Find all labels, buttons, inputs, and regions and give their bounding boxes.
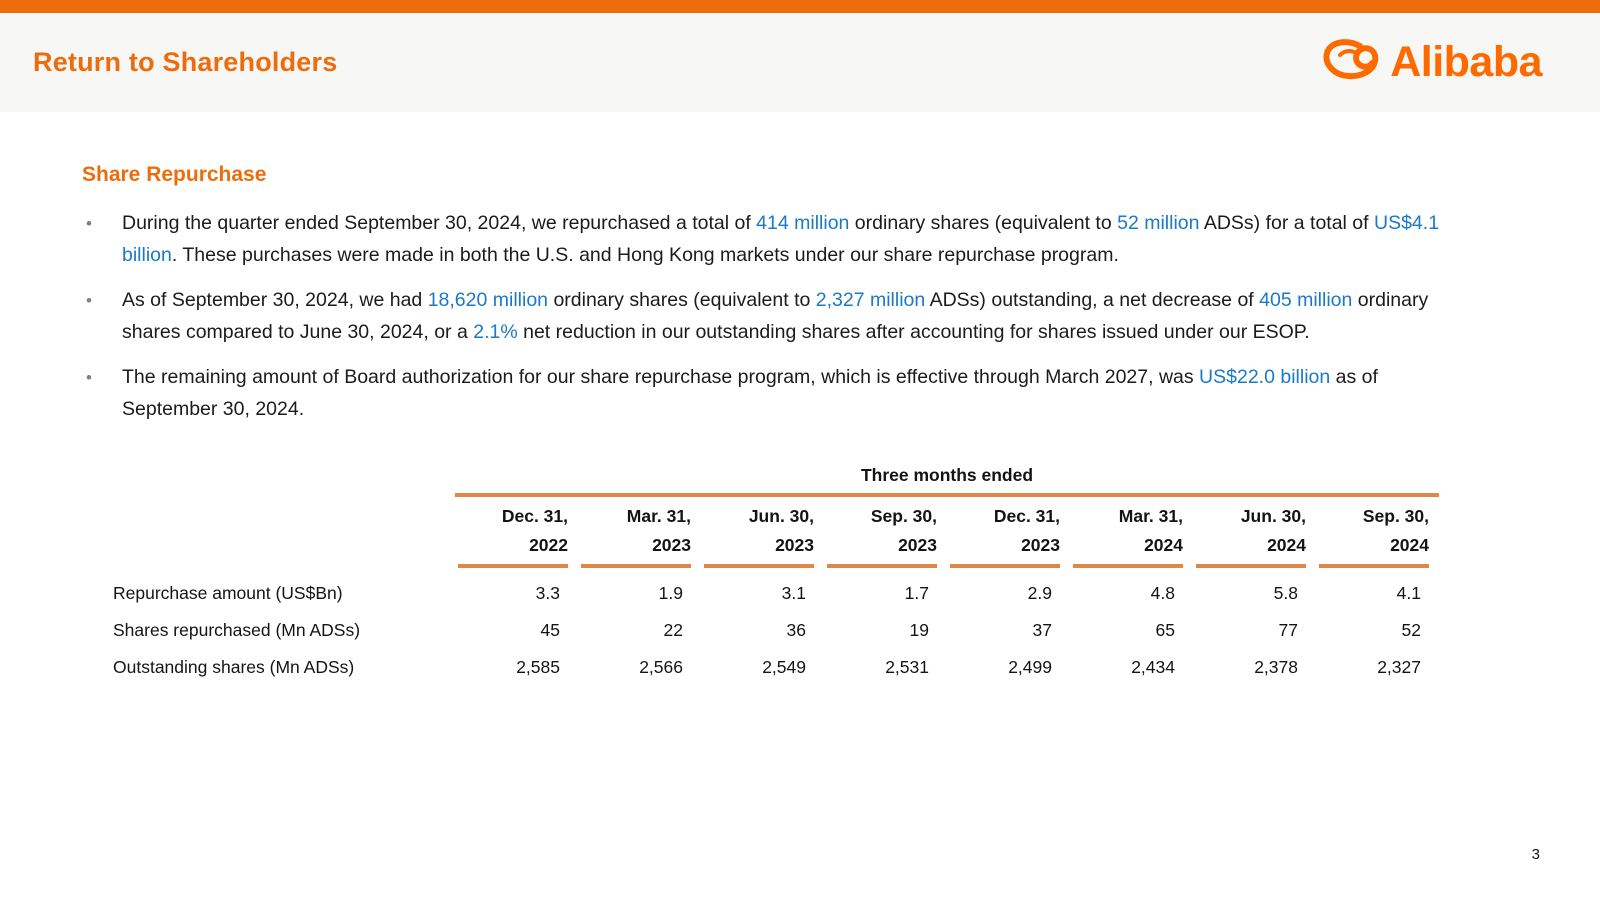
table-value: 2,549 — [762, 657, 806, 677]
column-rule — [581, 564, 691, 568]
column-rule-cell — [947, 564, 1070, 568]
bullet-text: as of September 30, 2024. — [122, 366, 1378, 420]
table-value: 37 — [1032, 620, 1052, 640]
bullet-list: During the quarter ended September 30, 2… — [82, 208, 1472, 425]
column-header: Jun. 30, 2023 — [748, 506, 814, 555]
table-top-rule — [455, 493, 1439, 497]
slide-header: Return to Shareholders Alibaba — [0, 13, 1600, 112]
table-value: 2,499 — [1008, 657, 1052, 677]
alibaba-smiley-icon — [1320, 38, 1384, 88]
bullet-item: During the quarter ended September 30, 2… — [82, 208, 1472, 271]
table-value: 2,434 — [1131, 657, 1175, 677]
column-rule — [1196, 564, 1306, 568]
table-value: 2,327 — [1377, 657, 1421, 677]
section-heading: Share Repurchase — [82, 163, 267, 186]
table-value: 4.8 — [1150, 583, 1175, 603]
page-number: 3 — [1531, 846, 1540, 863]
column-rule — [1319, 564, 1429, 568]
table-value: 45 — [540, 620, 560, 640]
table-value: 1.9 — [658, 583, 683, 603]
share-repurchase-table: Three months ended Dec. 31, 2022 Mar. 31, … — [113, 465, 1540, 686]
highlighted-figure: 2,327 million — [815, 289, 926, 311]
table-caption: Three months ended — [860, 465, 1034, 485]
table-value: 3.1 — [781, 583, 806, 603]
column-rule — [704, 564, 814, 568]
alibaba-logo-text: Alibaba — [1390, 38, 1542, 86]
table-value: 2.9 — [1027, 583, 1052, 603]
table-value: 52 — [1401, 620, 1421, 640]
column-header: Dec. 31, 2022 — [501, 506, 568, 555]
table-value: 2,378 — [1254, 657, 1298, 677]
bullet-text: ADSs) for a total of — [1199, 212, 1374, 234]
highlighted-figure: 2.1% — [473, 320, 518, 343]
column-rule — [827, 564, 937, 568]
table-value: 77 — [1278, 620, 1298, 640]
top-accent-bar — [0, 0, 1600, 13]
table-value: 2,585 — [516, 657, 560, 677]
bullet-text: net reduction in our outstanding shares … — [517, 320, 1310, 343]
table-value: 4.1 — [1396, 583, 1421, 603]
table-value: 1.7 — [904, 583, 929, 603]
column-rule-cell — [578, 564, 701, 568]
alibaba-logo: Alibaba — [1320, 38, 1542, 88]
column-rule-cell — [1193, 564, 1316, 568]
table-value: 5.8 — [1273, 583, 1298, 603]
bullet-item: The remaining amount of Board authorizat… — [82, 362, 1472, 425]
column-rule — [950, 564, 1060, 568]
bullet-text: ordinary shares (equivalent to — [548, 289, 816, 311]
table-value: 19 — [909, 620, 929, 640]
column-header: Jun. 30, 2024 — [1240, 506, 1306, 555]
bullet-text: ordinary shares (equivalent to — [849, 212, 1118, 234]
bullet-text: ordinary shares compared to June 30, 202… — [122, 289, 1429, 343]
highlighted-figure: 405 million — [1259, 289, 1353, 311]
column-header: Sep. 30, 2023 — [870, 506, 937, 555]
slide-body: Share Repurchase During the quarter ende… — [0, 112, 1600, 686]
column-header: Mar. 31, 2024 — [1118, 506, 1183, 555]
table-value: 3.3 — [535, 583, 560, 603]
row-label: Repurchase amount (US$Bn) — [113, 583, 343, 603]
highlighted-figure: 414 million — [756, 212, 850, 234]
bullet-text: The remaining amount of Board authorizat… — [122, 366, 1200, 388]
highlighted-figure: 52 million — [1117, 212, 1200, 234]
highlighted-figure: 18,620 million — [427, 289, 549, 311]
bullet-text: . These purchases were made in both the … — [171, 243, 1119, 266]
row-label: Outstanding shares (Mn ADSs) — [113, 657, 355, 677]
column-rule-cell — [1316, 564, 1439, 568]
table-spacer-cell — [113, 564, 455, 575]
table-value: 22 — [663, 620, 683, 640]
bullet-text: ADSs) outstanding, a net decrease of — [925, 289, 1260, 311]
table-value: 2,531 — [885, 657, 929, 677]
bullet-text: As of September 30, 2024, we had — [122, 289, 428, 311]
bullet-text: During the quarter ended September 30, 2… — [122, 212, 757, 234]
table-value: 65 — [1155, 620, 1175, 640]
column-header: Dec. 31, 2023 — [993, 506, 1060, 555]
table-value: 2,566 — [639, 657, 683, 677]
row-label: Shares repurchased (Mn ADSs) — [113, 620, 361, 640]
column-rule-cell — [701, 564, 824, 568]
highlighted-figure: US$22.0 billion — [1199, 366, 1331, 388]
bullet-item: As of September 30, 2024, we had 18,620 … — [82, 285, 1472, 348]
highlighted-figure: US$4.1 billion — [122, 212, 1440, 266]
column-rule-cell — [824, 564, 947, 568]
column-rule-cell — [1070, 564, 1193, 568]
column-rule — [1073, 564, 1183, 568]
column-header: Mar. 31, 2023 — [626, 506, 691, 555]
column-rule — [458, 564, 568, 568]
column-header: Sep. 30, 2024 — [1362, 506, 1429, 555]
table-corner-cell — [113, 497, 455, 564]
page-title: Return to Shareholders — [33, 47, 338, 77]
table-value: 36 — [786, 620, 806, 640]
column-rule-cell — [455, 564, 578, 568]
